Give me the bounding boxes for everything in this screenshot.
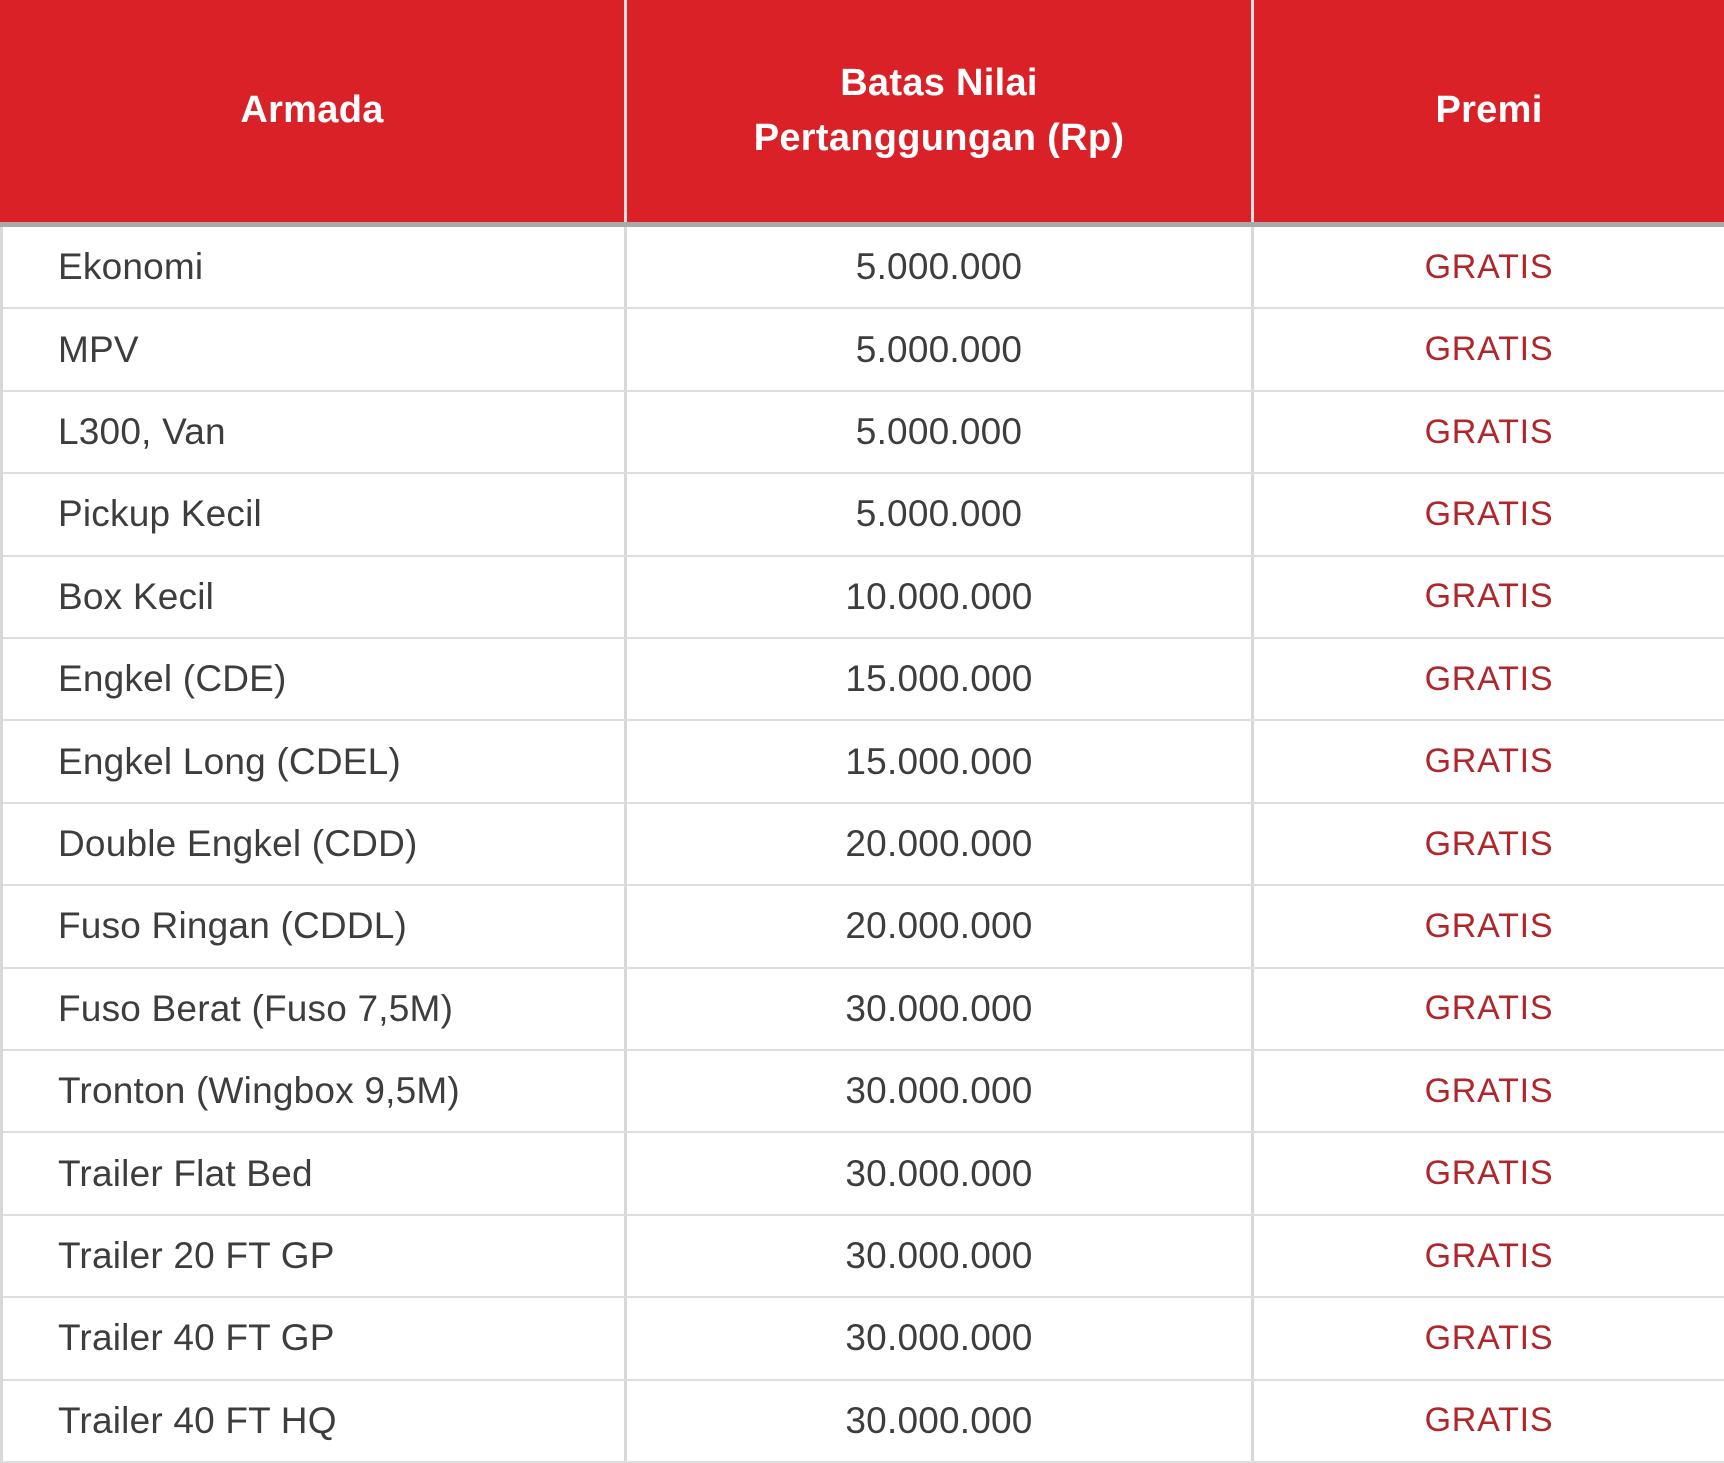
cell-batas-nilai: 30.000.000 <box>627 1298 1254 1379</box>
cell-batas-nilai: 15.000.000 <box>627 721 1254 802</box>
cell-batas-nilai: 5.000.000 <box>627 227 1254 308</box>
cell-armada: Pickup Kecil <box>3 474 627 555</box>
cell-batas-nilai: 15.000.000 <box>627 639 1254 720</box>
cell-premi: GRATIS <box>1424 1318 1554 1357</box>
cell-premi: GRATIS <box>1424 1236 1554 1275</box>
table-row: Tronton (Wingbox 9,5M) 30.000.000 GRATIS <box>3 1051 1724 1134</box>
table-row: Box Kecil 10.000.000 GRATIS <box>3 556 1724 640</box>
cell-premi: GRATIS <box>1424 494 1554 533</box>
table-row: L300, Van 5.000.000 GRATIS <box>3 391 1724 475</box>
cell-premi: GRATIS <box>1424 412 1554 451</box>
cell-armada: Trailer Flat Bed <box>3 1133 627 1214</box>
cell-armada: Tronton (Wingbox 9,5M) <box>3 1051 627 1132</box>
cell-premi: GRATIS <box>1424 247 1554 286</box>
cell-premi: GRATIS <box>1424 742 1554 781</box>
cell-batas-nilai: 5.000.000 <box>627 474 1254 555</box>
column-header-batas-nilai-pertanggungan: Batas Nilai Pertanggungan (Rp) <box>627 0 1254 222</box>
cell-premi: GRATIS <box>1424 824 1554 863</box>
cell-armada: Fuso Berat (Fuso 7,5M) <box>3 968 627 1050</box>
cell-armada: Trailer 40 FT HQ <box>3 1380 627 1462</box>
column-header-armada: Armada <box>0 0 627 222</box>
table-row: Trailer 20 FT GP 30.000.000 GRATIS <box>3 1215 1724 1299</box>
table-header-row: Armada Batas Nilai Pertanggungan (Rp) Pr… <box>0 0 1724 227</box>
table-row: Trailer 40 FT HQ 30.000.000 GRATIS <box>3 1380 1724 1463</box>
cell-premi: GRATIS <box>1424 659 1554 698</box>
cell-premi: GRATIS <box>1424 577 1554 616</box>
cell-armada: L300, Van <box>3 391 627 473</box>
table-row: Trailer 40 FT GP 30.000.000 GRATIS <box>3 1298 1724 1381</box>
cell-armada: Ekonomi <box>3 227 627 308</box>
table-row: Trailer Flat Bed 30.000.000 GRATIS <box>3 1133 1724 1216</box>
cell-armada: MPV <box>3 309 627 390</box>
cell-batas-nilai: 5.000.000 <box>627 309 1254 390</box>
cell-armada: Engkel (CDE) <box>3 639 627 720</box>
table-row: Pickup Kecil 5.000.000 GRATIS <box>3 474 1724 557</box>
column-header-premi: Premi <box>1435 89 1543 132</box>
cell-batas-nilai: 20.000.000 <box>627 803 1254 885</box>
cell-armada: Trailer 20 FT GP <box>3 1215 627 1297</box>
table-row: Fuso Ringan (CDDL) 20.000.000 GRATIS <box>3 886 1724 969</box>
cell-batas-nilai: 30.000.000 <box>627 1215 1254 1297</box>
table-body: Ekonomi 5.000.000 GRATIS MPV 5.000.000 G… <box>0 227 1724 1463</box>
cell-batas-nilai: 20.000.000 <box>627 886 1254 967</box>
cell-armada: Box Kecil <box>3 556 627 638</box>
cell-premi: GRATIS <box>1424 1071 1554 1110</box>
table-row: Double Engkel (CDD) 20.000.000 GRATIS <box>3 803 1724 887</box>
table-row: MPV 5.000.000 GRATIS <box>3 309 1724 392</box>
cell-premi: GRATIS <box>1424 989 1554 1028</box>
cell-batas-nilai: 10.000.000 <box>627 556 1254 638</box>
cell-premi: GRATIS <box>1424 906 1554 945</box>
cell-batas-nilai: 30.000.000 <box>627 1051 1254 1132</box>
cell-premi: GRATIS <box>1424 330 1554 369</box>
table-row: Engkel Long (CDEL) 15.000.000 GRATIS <box>3 721 1724 804</box>
cell-armada: Fuso Ringan (CDDL) <box>3 886 627 967</box>
cell-batas-nilai: 30.000.000 <box>627 1380 1254 1462</box>
table-row: Ekonomi 5.000.000 GRATIS <box>3 227 1724 310</box>
cell-armada: Double Engkel (CDD) <box>3 803 627 885</box>
table-row: Engkel (CDE) 15.000.000 GRATIS <box>3 639 1724 722</box>
cell-armada: Trailer 40 FT GP <box>3 1298 627 1379</box>
cell-premi: GRATIS <box>1424 1154 1554 1193</box>
cell-premi: GRATIS <box>1424 1401 1554 1440</box>
cell-batas-nilai: 30.000.000 <box>627 1133 1254 1214</box>
table-row: Fuso Berat (Fuso 7,5M) 30.000.000 GRATIS <box>3 968 1724 1052</box>
cell-batas-nilai: 30.000.000 <box>627 968 1254 1050</box>
cell-batas-nilai: 5.000.000 <box>627 391 1254 473</box>
cell-armada: Engkel Long (CDEL) <box>3 721 627 802</box>
